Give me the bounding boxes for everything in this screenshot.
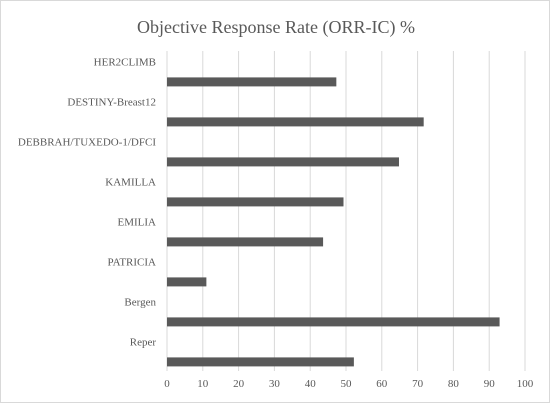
bar: [167, 237, 324, 247]
category-label: Bergen: [124, 296, 156, 308]
x-tick-label: 80: [448, 378, 460, 390]
bar: [167, 277, 207, 287]
chart-title: Objective Response Rate (ORR-IC) %: [137, 17, 415, 38]
x-tick-label: 90: [484, 378, 496, 390]
bar: [167, 317, 500, 327]
category-label: KAMILLA: [105, 176, 156, 188]
bar: [167, 117, 424, 127]
bar: [167, 357, 354, 367]
bar: [167, 197, 344, 207]
x-tick-labels: 0 10 20 30 40 50 60 70 80 90 100: [164, 378, 534, 390]
bar: [167, 157, 399, 167]
bars: [167, 77, 500, 367]
category-label: DEBBRAH/TUXEDO-1/DFCI: [18, 136, 156, 148]
bar: [167, 77, 337, 87]
x-tick-label: 0: [164, 378, 170, 390]
x-tick-label: 60: [376, 378, 388, 390]
x-tick-label: 10: [197, 378, 209, 390]
x-tick-label: 70: [412, 378, 424, 390]
category-label: PATRICIA: [108, 256, 157, 268]
category-label: HER2CLIMB: [94, 56, 156, 68]
x-tick-label: 20: [233, 378, 245, 390]
category-label: DESTINY-Breast12: [67, 96, 156, 108]
x-tick-label: 30: [269, 378, 281, 390]
category-label: Reper: [130, 336, 157, 348]
x-tick-label: 50: [341, 378, 353, 390]
x-tick-label: 40: [305, 378, 317, 390]
category-labels: HER2CLIMB DESTINY-Breast12 DEBBRAH/TUXEDO-…: [18, 56, 157, 348]
category-label: EMILIA: [118, 216, 157, 228]
x-tick-label: 100: [517, 378, 534, 390]
